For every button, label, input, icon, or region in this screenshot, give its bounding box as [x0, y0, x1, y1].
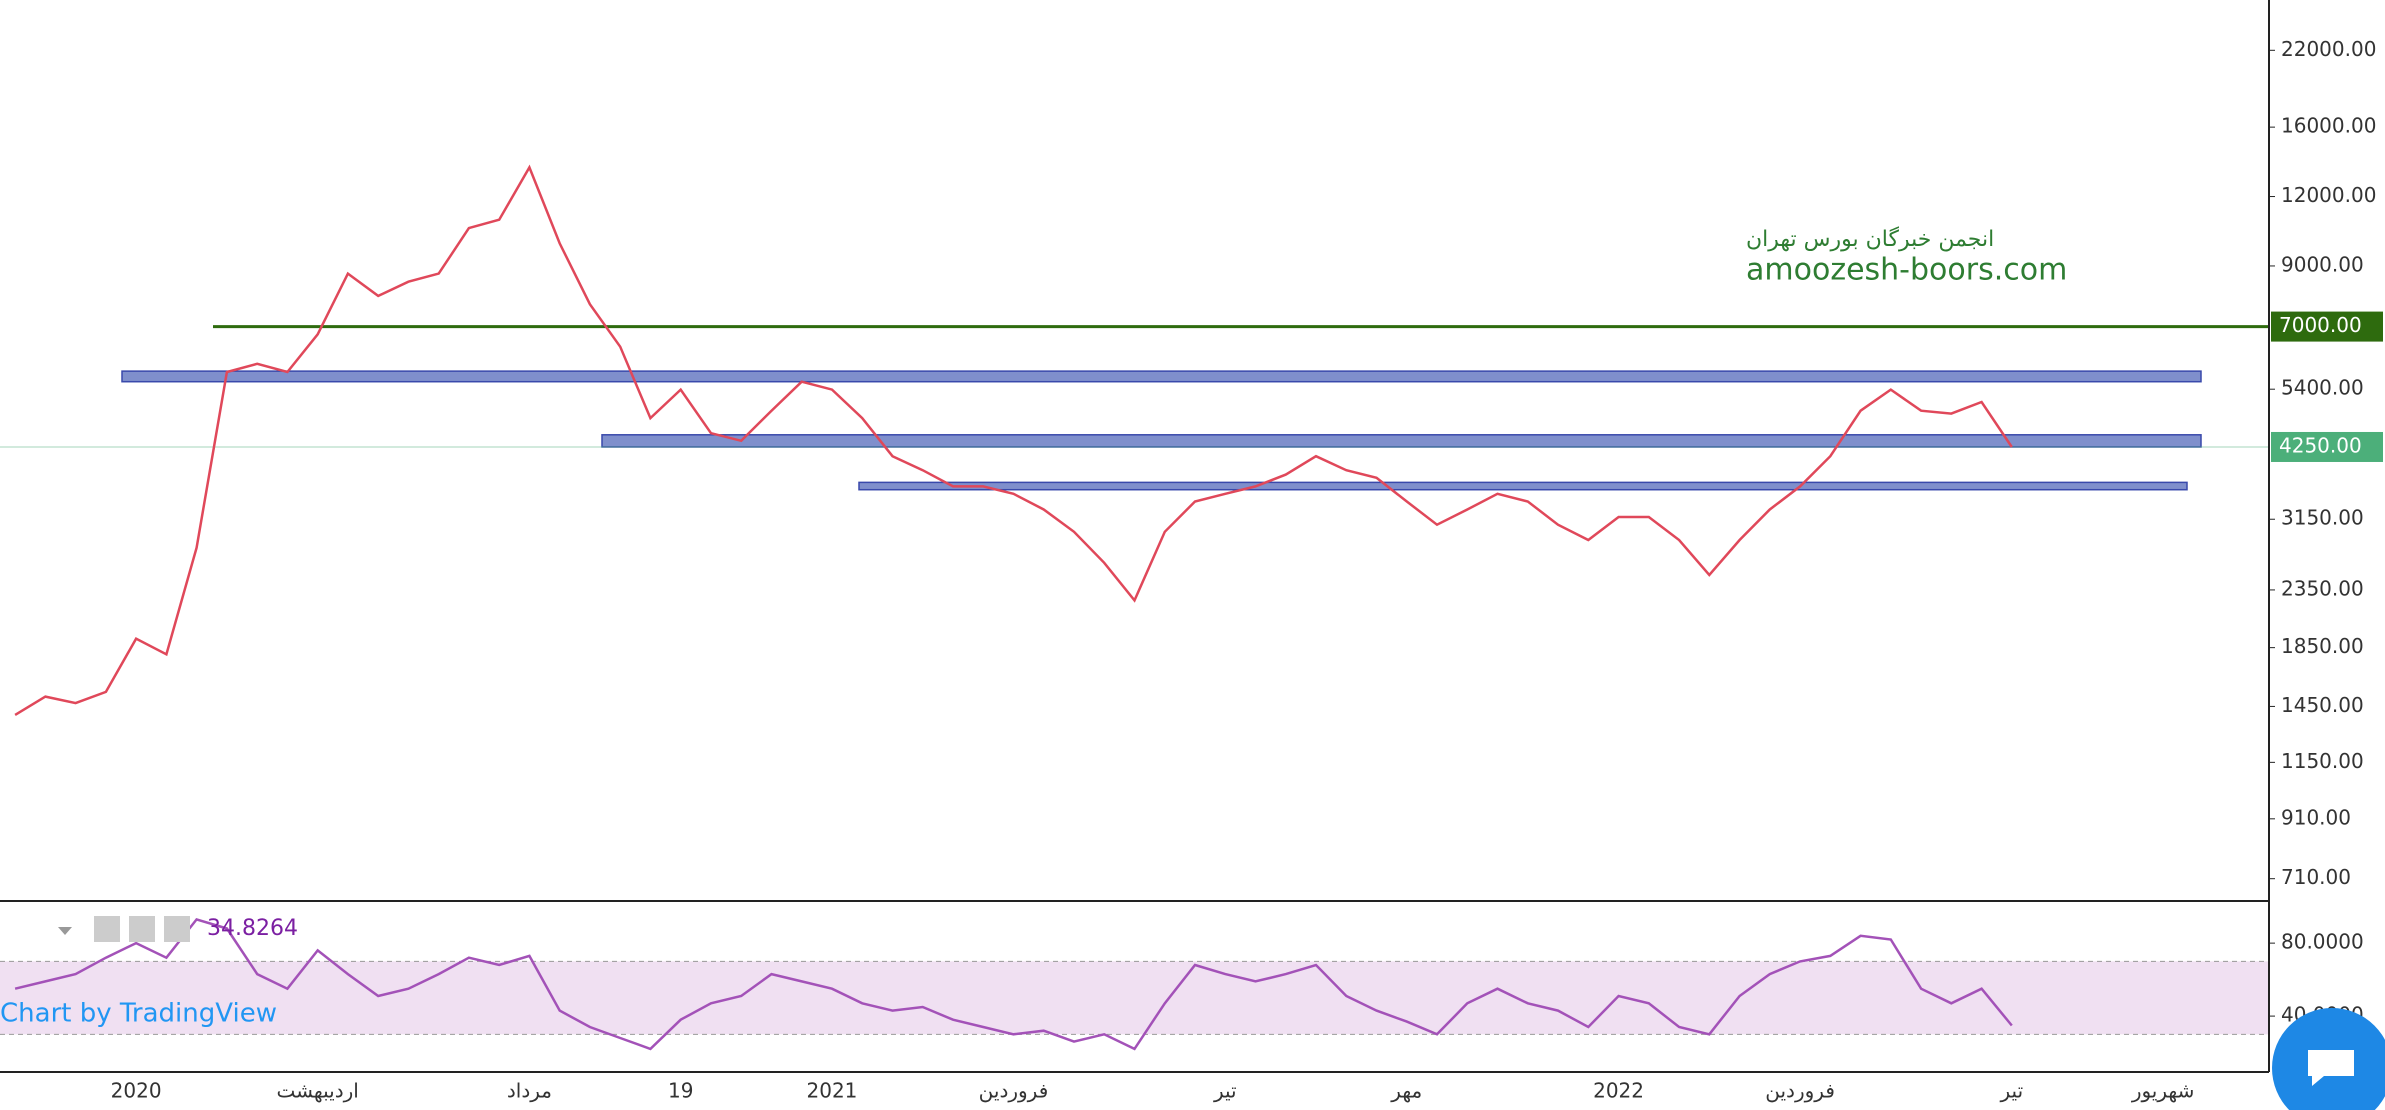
watermark-title: انجمن خبرگان بورس تهران [1746, 226, 1994, 252]
support-zone [601, 434, 2202, 448]
rsi-band [0, 961, 2269, 1035]
support-zone [121, 370, 2202, 383]
x-tick-label: 19 [668, 1079, 693, 1103]
collapse-arrow[interactable] [58, 927, 72, 935]
x-tick-label: فروردین [1765, 1079, 1835, 1103]
y-tick-label: 910.00 [2281, 805, 2351, 829]
x-tick-label: 2022 [1593, 1079, 1644, 1103]
y-tick-label: 16000.00 [2281, 114, 2376, 138]
price-label-box [2271, 311, 2383, 342]
y-tick-label: 1450.00 [2281, 693, 2364, 717]
y-tick-label: 5400.00 [2281, 376, 2364, 400]
x-tick-label: 2021 [807, 1079, 858, 1103]
x-tick-label: تیر [2000, 1079, 2024, 1103]
close-button[interactable] [164, 916, 190, 942]
series-line [14, 164, 2013, 716]
y-tick-label: 1850.00 [2281, 634, 2364, 658]
x-tick-label: تیر [1213, 1079, 1237, 1103]
x-tick-label: مرداد [507, 1079, 552, 1103]
y-tick-label: 80.0000 [2281, 930, 2364, 954]
price-label: 7000.00 [2279, 313, 2362, 337]
rsi-value: 34.8264 [207, 916, 298, 941]
y-tick-label: 3150.00 [2281, 506, 2364, 530]
y-tick-label: 12000.00 [2281, 183, 2376, 207]
y-tick-label: 9000.00 [2281, 252, 2364, 276]
series-line [14, 917, 2013, 1051]
x-tick-label: شهریور [2131, 1079, 2195, 1103]
y-tick-label: 2350.00 [2281, 576, 2364, 600]
eye-button[interactable] [94, 916, 120, 942]
chat-icon [2308, 1050, 2354, 1086]
x-tick-label: فروردین [979, 1079, 1049, 1103]
price-label: 4250.00 [2279, 433, 2362, 457]
support-zone [858, 481, 2188, 491]
settings-button[interactable] [129, 916, 155, 942]
y-tick-label: 22000.00 [2281, 37, 2376, 61]
price-label-box [2271, 431, 2383, 462]
watermark-site: amoozesh-boors.com [1746, 253, 2067, 288]
y-tick-label: 1150.00 [2281, 749, 2364, 773]
credit[interactable]: Chart by TradingView [0, 999, 277, 1029]
x-tick-label: مهر [1390, 1079, 1422, 1103]
y-tick-label: 710.00 [2281, 865, 2351, 889]
x-tick-label: 2020 [111, 1079, 162, 1103]
x-tick-label: اردیبهشت [276, 1079, 358, 1103]
